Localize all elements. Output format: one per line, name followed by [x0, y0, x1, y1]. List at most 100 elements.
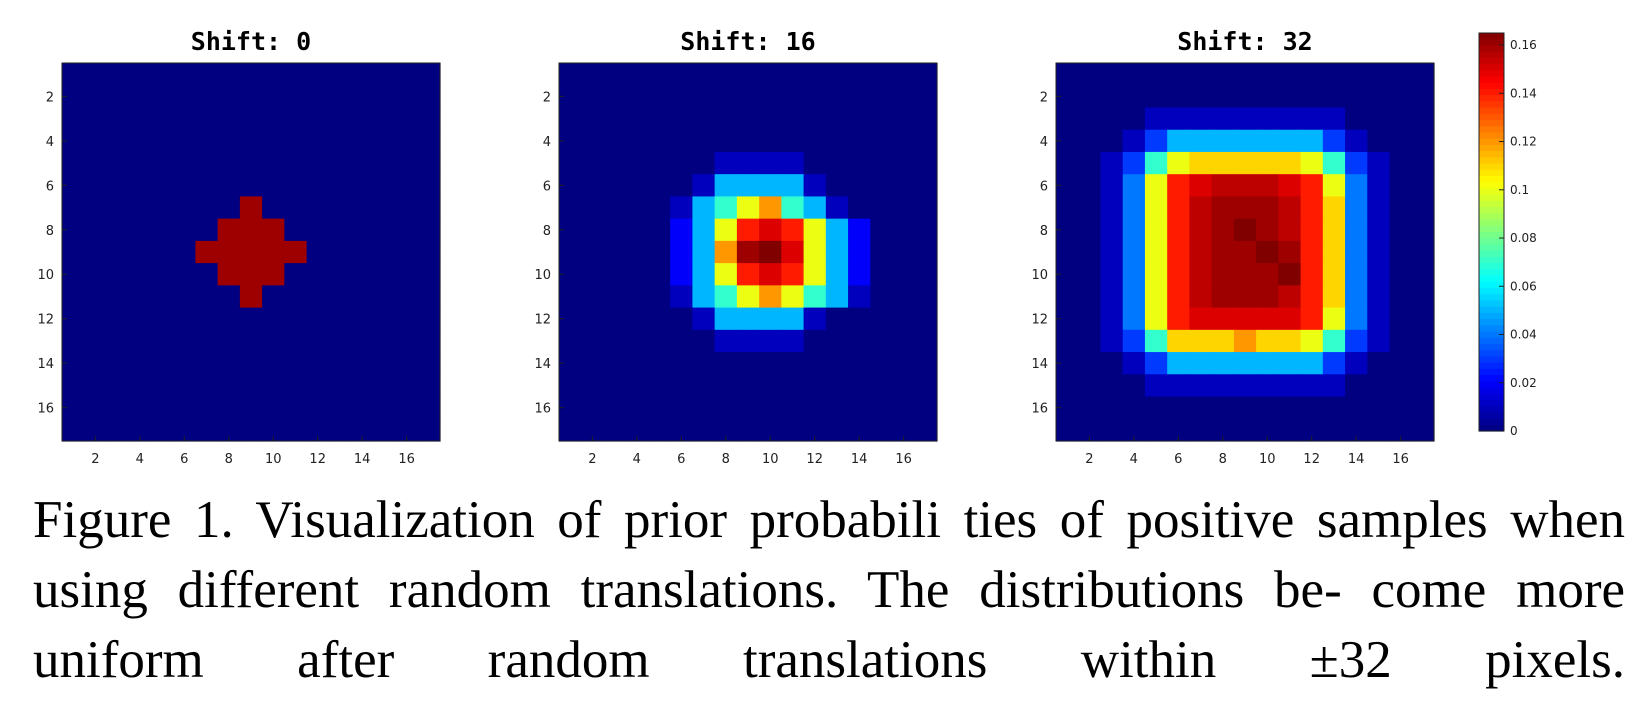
- heatmap-cell: [581, 307, 605, 331]
- heatmap-cell: [914, 151, 938, 175]
- heatmap-cell: [373, 196, 397, 220]
- heatmap-cell: [217, 374, 241, 398]
- heatmap-cell: [1233, 307, 1257, 331]
- heatmap-cell: [1389, 418, 1413, 442]
- heatmap-cell: [692, 329, 716, 353]
- heatmap-cell: [825, 174, 849, 198]
- heatmap-cell: [848, 174, 871, 198]
- heatmap-cell: [1189, 374, 1213, 398]
- colorbar-segment: [1479, 82, 1504, 90]
- heatmap-cell: [1367, 307, 1391, 331]
- heatmap-cell: [1078, 85, 1102, 109]
- heatmap-cell: [106, 151, 130, 175]
- heatmap-cell: [306, 285, 330, 309]
- heatmap-cell: [1389, 285, 1413, 309]
- axes-frame: [61, 62, 441, 442]
- heatmap-cell: [736, 107, 760, 131]
- heatmap-cell: [781, 352, 805, 375]
- heatmap-cell: [892, 218, 916, 242]
- heatmap-cell: [848, 218, 871, 242]
- heatmap-cell: [1100, 329, 1124, 353]
- heatmap-cell: [603, 418, 627, 442]
- y-tick-label: 14: [37, 357, 54, 372]
- heatmap-cell: [759, 218, 782, 242]
- heatmap-cell: [1100, 263, 1124, 286]
- heatmap-cell: [373, 285, 397, 309]
- heatmap-cell: [395, 174, 419, 198]
- heatmap-cell: [284, 352, 308, 375]
- heatmap-cell: [647, 374, 671, 398]
- heatmap-cell: [714, 418, 738, 442]
- heatmap-cell: [351, 196, 374, 220]
- heatmap-cell: [803, 263, 827, 286]
- heatmap-cell: [62, 374, 85, 398]
- heatmap-cell: [284, 85, 308, 109]
- heatmap-cell: [106, 240, 130, 264]
- heatmap-cell: [870, 263, 894, 286]
- heatmap-cell: [1389, 352, 1413, 375]
- heatmap-cell: [1100, 129, 1124, 153]
- heatmap-cell: [1345, 396, 1368, 420]
- colorbar-segment: [1479, 300, 1504, 308]
- heatmap-cell: [284, 107, 308, 131]
- heatmap-cell: [62, 329, 85, 353]
- colorbar-segment: [1479, 207, 1504, 214]
- heatmap-cell: [1100, 63, 1124, 86]
- heatmap-cell: [714, 196, 738, 220]
- heatmap-cell: [1411, 218, 1435, 242]
- x-tick-label: 14: [1348, 452, 1365, 467]
- heatmap-cell: [1056, 129, 1079, 153]
- heatmap-cell: [581, 374, 605, 398]
- heatmap-cell: [1100, 107, 1124, 131]
- heatmap-cell: [1122, 151, 1146, 175]
- heatmap-cell: [173, 218, 197, 242]
- heatmap-cell: [1389, 63, 1413, 86]
- heatmap-cell: [692, 174, 716, 198]
- heatmap-cell: [892, 107, 916, 131]
- heatmap-cell: [1078, 396, 1102, 420]
- heatmap-cell: [1278, 151, 1302, 175]
- heatmap-cell: [1367, 196, 1391, 220]
- heatmap-cell: [781, 218, 805, 242]
- heatmap-cell: [1345, 374, 1368, 398]
- heatmap-cell: [1345, 285, 1368, 309]
- heatmap-cell: [1322, 240, 1346, 264]
- heatmap-cell: [581, 107, 605, 131]
- heatmap-cell: [736, 196, 760, 220]
- heatmap-cell: [603, 63, 627, 86]
- heatmap-cell: [1056, 85, 1079, 109]
- heatmap-cell: [670, 85, 694, 109]
- x-tick-label: 10: [762, 452, 779, 467]
- heatmap-cell: [1345, 240, 1368, 264]
- heatmap-cell: [714, 396, 738, 420]
- heatmap-cell: [1233, 374, 1257, 398]
- heatmap-cell: [670, 174, 694, 198]
- heatmap-cell: [848, 107, 871, 131]
- heatmap-cell: [1322, 285, 1346, 309]
- heatmap-cell: [351, 352, 374, 375]
- heatmap-cell: [1078, 151, 1102, 175]
- heatmap-cell: [395, 129, 419, 153]
- heatmap-cell: [417, 285, 441, 309]
- heatmap-cell: [759, 174, 782, 198]
- heatmap-cell: [1189, 329, 1213, 353]
- heatmap-cell: [825, 307, 849, 331]
- heatmap-cell: [1211, 174, 1235, 198]
- heatmap-cell: [1345, 174, 1368, 198]
- colorbar-segment: [1479, 39, 1504, 47]
- heatmap-cell: [603, 329, 627, 353]
- heatmap-cell: [262, 352, 285, 375]
- heatmap-cell: [714, 63, 738, 86]
- heatmap-cell: [825, 396, 849, 420]
- heatmap-cell: [262, 218, 285, 242]
- heatmap-cell: [759, 307, 782, 331]
- heatmap-cell: [1233, 63, 1257, 86]
- heatmap-cell: [1367, 218, 1391, 242]
- heatmap-cell: [625, 263, 649, 286]
- heatmap-cell: [1078, 240, 1102, 264]
- heatmap-cell: [1345, 63, 1368, 86]
- heatmap-cell: [395, 285, 419, 309]
- heatmap-cell: [803, 374, 827, 398]
- heatmap-cell: [62, 218, 85, 242]
- heatmap-cell: [1122, 285, 1146, 309]
